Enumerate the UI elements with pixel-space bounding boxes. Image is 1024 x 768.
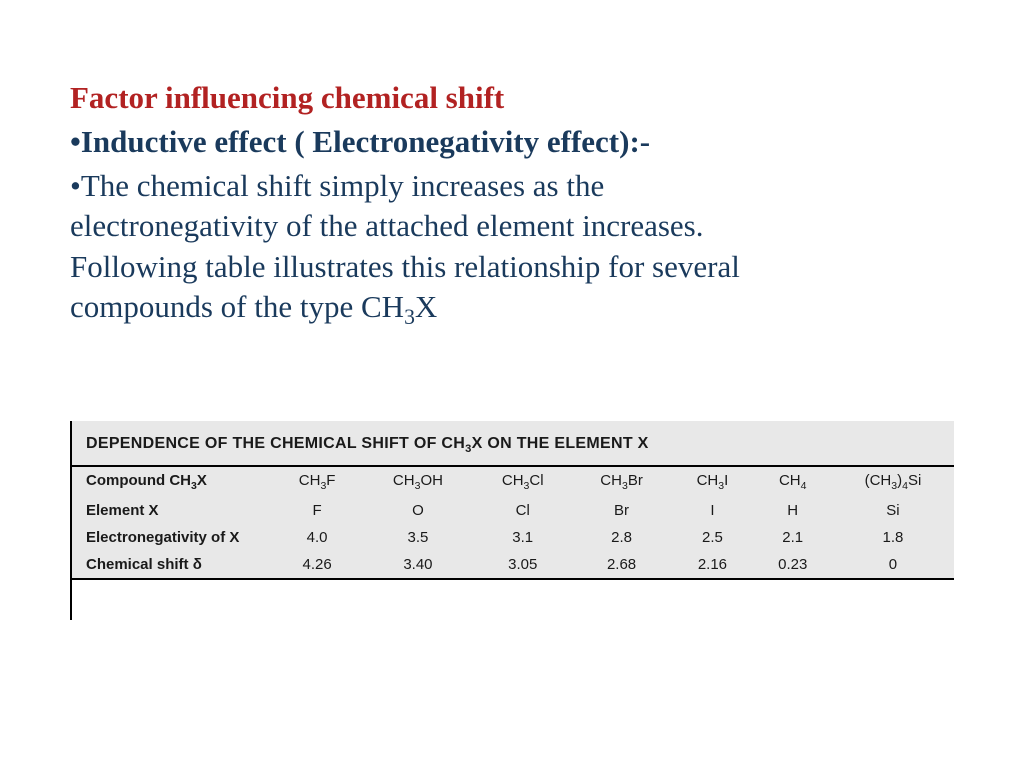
cell-shift-7: 0	[832, 551, 954, 579]
table-row-shift: Chemical shift δ 4.26 3.40 3.05 2.68 2.1…	[72, 551, 954, 579]
cell-shift-6: 0.23	[754, 551, 832, 579]
body-line-2: electronegativity of the attached elemen…	[70, 208, 703, 243]
data-table: Compound CH3X CH3F CH3OH CH3Cl CH3Br CH3…	[72, 465, 954, 580]
table-row-compound: Compound CH3X CH3F CH3OH CH3Cl CH3Br CH3…	[72, 466, 954, 497]
cell-shift-2: 3.40	[362, 551, 473, 579]
row-label-compound: Compound CH3X	[72, 466, 272, 497]
cell-compound-6: CH4	[754, 466, 832, 497]
body-line-1: The chemical shift simply increases as t…	[81, 168, 604, 203]
cell-element-2: O	[362, 497, 473, 524]
cell-compound-7: (CH3)4Si	[832, 466, 954, 497]
cell-element-1: F	[272, 497, 362, 524]
cell-compound-4: CH3Br	[572, 466, 671, 497]
slide-title: Factor influencing chemical shift	[70, 80, 954, 116]
table-row-element: Element X F O Cl Br I H Si	[72, 497, 954, 524]
body-line-4b: X	[415, 289, 437, 324]
cell-shift-4: 2.68	[572, 551, 671, 579]
table-row-electronegativity: Electronegativity of X 4.0 3.5 3.1 2.8 2…	[72, 524, 954, 551]
cell-shift-5: 2.16	[671, 551, 753, 579]
row-label-element: Element X	[72, 497, 272, 524]
slide-subtitle: •Inductive effect ( Electronegativity ef…	[70, 124, 954, 160]
body-line-4a: compounds of the type CH	[70, 289, 404, 324]
cell-compound-5: CH3I	[671, 466, 753, 497]
cell-en-3: 3.1	[474, 524, 572, 551]
cell-compound-2: CH3OH	[362, 466, 473, 497]
table-title-b: X ON THE ELEMENT X	[472, 435, 649, 452]
bullet: •	[70, 124, 81, 159]
cell-shift-1: 4.26	[272, 551, 362, 579]
cell-en-2: 3.5	[362, 524, 473, 551]
body-line-3: Following table illustrates this relatio…	[70, 249, 740, 284]
subtitle-text: Inductive effect ( Electronegativity eff…	[81, 124, 650, 159]
cell-element-3: Cl	[474, 497, 572, 524]
cell-en-4: 2.8	[572, 524, 671, 551]
table-tail-rule	[70, 580, 72, 620]
cell-compound-3: CH3Cl	[474, 466, 572, 497]
cell-element-7: Si	[832, 497, 954, 524]
table-title-a: DEPENDENCE OF THE CHEMICAL SHIFT OF CH	[86, 435, 465, 452]
cell-shift-3: 3.05	[474, 551, 572, 579]
cell-en-7: 1.8	[832, 524, 954, 551]
cell-element-4: Br	[572, 497, 671, 524]
cell-compound-1: CH3F	[272, 466, 362, 497]
bullet: •	[70, 168, 81, 203]
table-title: DEPENDENCE OF THE CHEMICAL SHIFT OF CH3X…	[72, 429, 954, 465]
row-label-shift: Chemical shift δ	[72, 551, 272, 579]
cell-en-6: 2.1	[754, 524, 832, 551]
cell-en-1: 4.0	[272, 524, 362, 551]
cell-element-5: I	[671, 497, 753, 524]
data-table-container: DEPENDENCE OF THE CHEMICAL SHIFT OF CH3X…	[70, 421, 954, 580]
row-label-en: Electronegativity of X	[72, 524, 272, 551]
body-line-4-sub: 3	[404, 305, 415, 329]
cell-element-6: H	[754, 497, 832, 524]
cell-en-5: 2.5	[671, 524, 753, 551]
slide-body: •The chemical shift simply increases as …	[70, 166, 954, 331]
